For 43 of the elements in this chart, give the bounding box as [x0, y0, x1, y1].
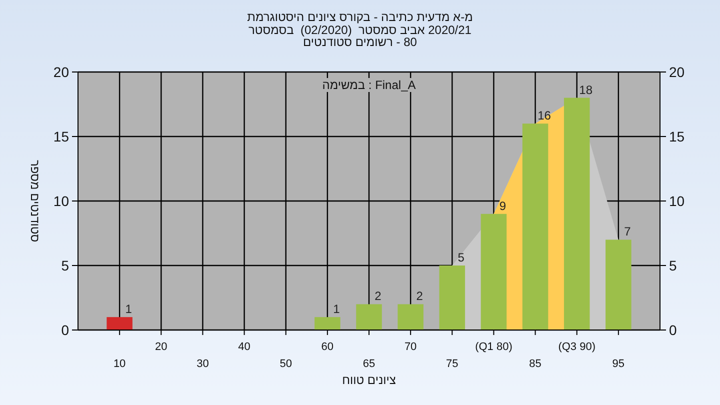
bar — [564, 98, 590, 330]
y2-tick-label: 20 — [669, 64, 685, 80]
data-label: 1 — [333, 302, 340, 316]
y-axis-title: מספר סטודנטים — [28, 160, 42, 242]
data-label: 5 — [458, 250, 465, 264]
x-tick-label: 20 — [155, 341, 168, 353]
bar — [314, 317, 340, 330]
y-tick-label: 5 — [61, 258, 70, 274]
x-tick-label: 10 — [113, 358, 126, 370]
data-label: 7 — [624, 224, 632, 239]
bar — [398, 304, 424, 330]
bar — [480, 214, 507, 330]
y2-tick-label: 0 — [669, 322, 677, 338]
x-tick-label: 95 — [612, 358, 625, 370]
x-tick-label: 30 — [196, 358, 209, 370]
y2-tick-label: 15 — [669, 128, 685, 144]
y-tick-label: 15 — [53, 128, 70, 144]
y2-tick-label: 10 — [669, 193, 685, 209]
x-axis-title: טווח ציונים — [342, 373, 396, 387]
data-label: 2 — [416, 289, 424, 304]
bar — [606, 240, 632, 330]
data-label: 9 — [499, 198, 506, 213]
y-tick-label: 10 — [53, 193, 70, 209]
bar — [439, 266, 466, 330]
x-tick-label: 40 — [238, 341, 250, 353]
x-tick-label: 85 — [529, 358, 542, 370]
x-tick-label: 75 — [446, 358, 458, 370]
data-label: 18 — [579, 82, 593, 97]
x-tick-label: (Q3 90) — [558, 341, 596, 353]
data-label: 2 — [374, 289, 382, 304]
data-label: 16 — [538, 108, 552, 123]
y-tick-label: 0 — [61, 322, 70, 338]
x-tick-label: 70 — [404, 341, 417, 353]
x-tick-label: 65 — [362, 358, 376, 370]
bar — [106, 317, 132, 330]
x-tick-label: (Q1 80) — [475, 341, 512, 353]
y-tick-label: 20 — [53, 64, 70, 80]
data-label: 1 — [125, 302, 132, 316]
y2-tick-label: 5 — [669, 258, 677, 274]
bar — [522, 124, 548, 330]
bar — [356, 304, 382, 330]
x-tick-label: 60 — [321, 341, 334, 353]
x-tick-label: 50 — [280, 358, 292, 370]
